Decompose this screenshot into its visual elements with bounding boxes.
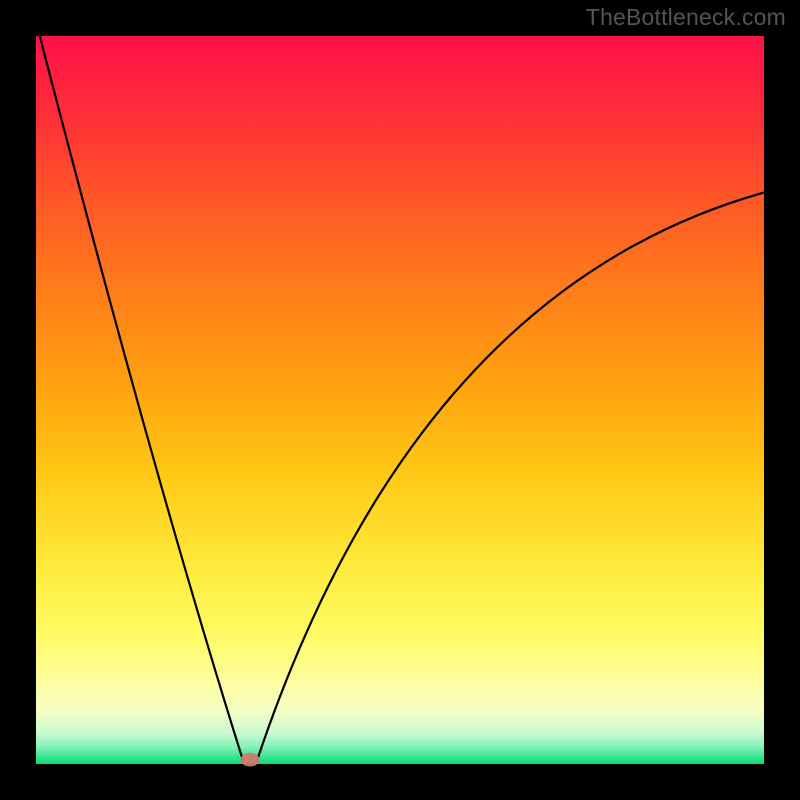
plot-background xyxy=(36,36,764,764)
bottleneck-chart xyxy=(0,0,800,800)
watermark-text: TheBottleneck.com xyxy=(586,4,786,31)
chart-stage: TheBottleneck.com xyxy=(0,0,800,800)
minimum-marker xyxy=(241,753,260,767)
